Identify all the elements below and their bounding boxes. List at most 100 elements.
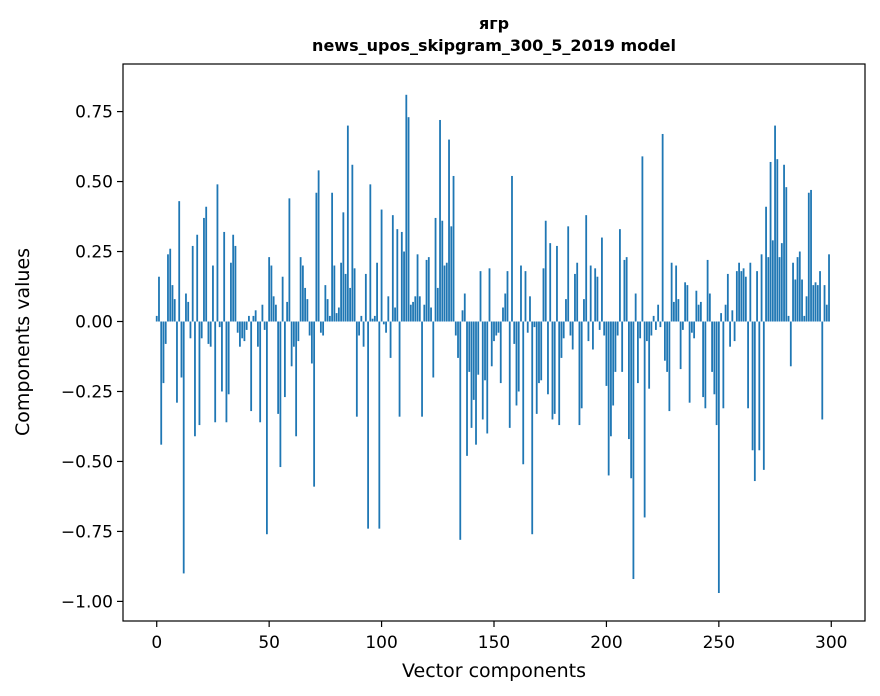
bar-246 <box>708 293 711 322</box>
bar-27 <box>216 184 219 322</box>
bar-67 <box>306 299 309 322</box>
bar-78 <box>331 192 334 322</box>
bar-249 <box>715 321 718 426</box>
bar-292 <box>812 285 815 322</box>
bar-254 <box>726 273 729 322</box>
bar-146 <box>484 321 486 381</box>
bar-279 <box>783 164 785 322</box>
bar-200 <box>605 321 608 386</box>
bar-185 <box>571 321 574 350</box>
bar-159 <box>513 321 516 344</box>
bar-160 <box>515 321 518 406</box>
bar-19 <box>198 321 201 426</box>
bar-28 <box>218 321 221 328</box>
bar-256 <box>731 310 734 322</box>
bar-26 <box>214 321 217 423</box>
x-tick-label: 0 <box>151 633 162 653</box>
bar-37 <box>239 321 241 347</box>
y-tick-label: −0.25 <box>61 382 113 402</box>
bar-247 <box>711 321 713 372</box>
bar-172 <box>542 268 545 322</box>
bar-203 <box>612 321 615 406</box>
bar-74 <box>322 321 325 336</box>
bar-211 <box>630 321 633 479</box>
bar-180 <box>560 321 563 358</box>
bar-237 <box>688 321 691 403</box>
bar-59 <box>288 198 291 322</box>
y-tick-label: 0.00 <box>75 313 113 333</box>
bar-115 <box>414 296 417 322</box>
bar-209 <box>625 257 628 322</box>
bar-40 <box>245 321 248 330</box>
bar-105 <box>391 215 394 322</box>
x-tick-label: 250 <box>703 633 735 653</box>
bar-182 <box>565 299 567 322</box>
bar-85 <box>346 125 349 322</box>
bar-175 <box>549 243 552 322</box>
bar-287 <box>801 279 803 322</box>
bar-147 <box>486 321 489 434</box>
bar-24 <box>209 321 212 347</box>
x-tick-label: 300 <box>815 633 847 653</box>
bar-227 <box>666 321 669 372</box>
bar-221 <box>652 315 655 322</box>
bar-84 <box>344 273 347 322</box>
bar-235 <box>684 282 687 322</box>
bar-141 <box>472 321 475 400</box>
bar-56 <box>281 276 284 322</box>
bar-268 <box>758 321 761 451</box>
bar-14 <box>187 301 190 322</box>
bar-206 <box>619 229 621 322</box>
bar-86 <box>349 287 351 322</box>
bar-45 <box>257 321 259 347</box>
y-tick-label: −0.75 <box>61 522 113 542</box>
bar-18 <box>196 234 199 322</box>
bar-73 <box>319 321 322 333</box>
bar-250 <box>717 321 720 594</box>
bar-295 <box>819 271 821 322</box>
bar-293 <box>814 282 817 322</box>
y-axis: 0.75 0.50 0.25 0.00 −0.25 −0.50 −0.75 −1.00 <box>61 103 123 612</box>
bar-243 <box>702 321 705 398</box>
bar-158 <box>511 175 513 322</box>
bar-112 <box>407 117 410 322</box>
bar-47 <box>261 304 264 322</box>
bar-81 <box>337 307 340 322</box>
bar-224 <box>659 321 662 328</box>
bar-154 <box>502 307 504 322</box>
bar-186 <box>574 273 576 322</box>
bar-53 <box>275 304 277 322</box>
bar-7 <box>171 285 174 322</box>
bar-77 <box>328 315 331 322</box>
bar-207 <box>621 321 624 372</box>
bar-13 <box>185 293 187 322</box>
bar-99 <box>378 321 381 529</box>
bar-80 <box>335 313 338 322</box>
bar-177 <box>553 321 556 414</box>
bar-76 <box>326 299 329 322</box>
bar-165 <box>526 321 529 333</box>
bar-226 <box>663 321 666 361</box>
bar-229 <box>670 262 673 322</box>
bar-184 <box>569 321 572 336</box>
bar-55 <box>279 321 282 468</box>
bar-231 <box>675 265 678 322</box>
bar-33 <box>230 262 232 322</box>
bar-108 <box>398 321 401 417</box>
bar-257 <box>733 321 736 342</box>
y-tick-label: −0.50 <box>61 452 113 472</box>
bar-194 <box>592 321 594 350</box>
bar-266 <box>753 321 756 482</box>
bar-3 <box>162 321 165 384</box>
bar-282 <box>789 321 792 367</box>
bar-111 <box>405 94 408 322</box>
bar-169 <box>535 321 538 414</box>
bar-280 <box>785 187 788 322</box>
bar-116 <box>416 254 419 322</box>
bar-83 <box>342 212 345 322</box>
bar-12 <box>182 321 185 574</box>
bar-42 <box>250 321 253 412</box>
bar-166 <box>529 296 531 322</box>
bar-29 <box>221 321 223 392</box>
x-axis-label: Vector components <box>402 660 586 682</box>
